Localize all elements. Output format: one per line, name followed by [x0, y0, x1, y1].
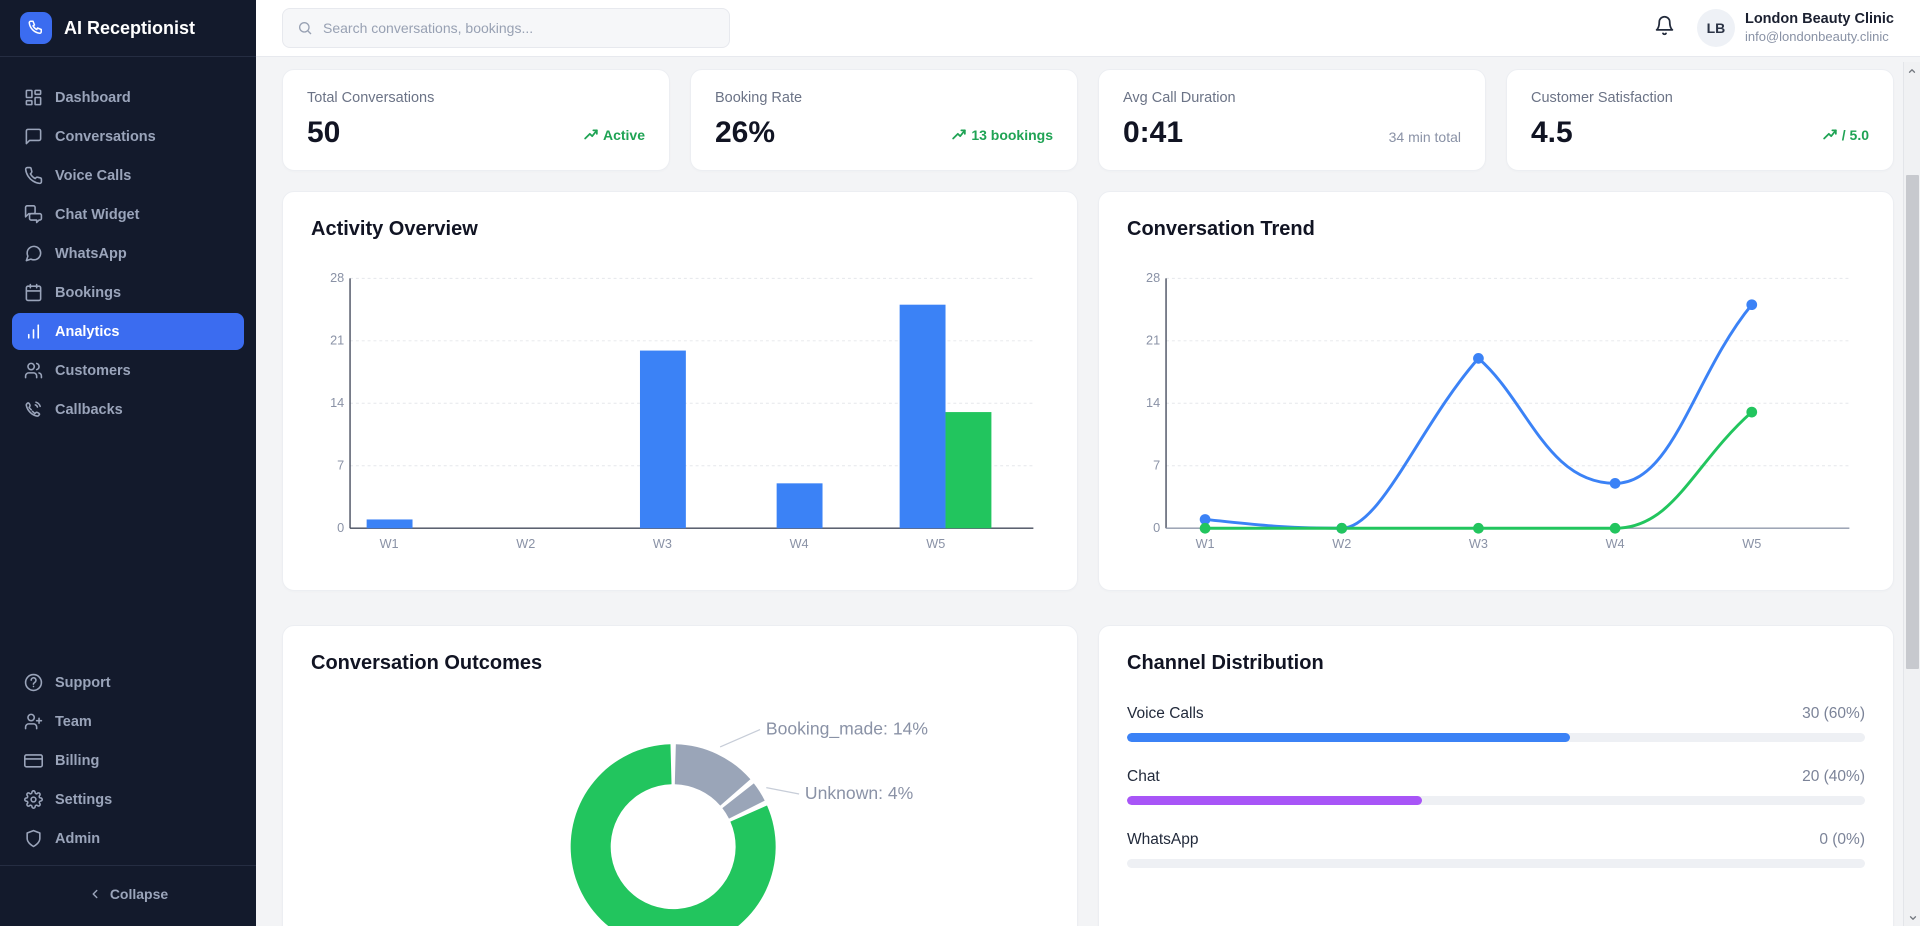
svg-text:W5: W5 [926, 537, 945, 551]
svg-text:0: 0 [337, 521, 344, 535]
svg-text:W4: W4 [1606, 537, 1625, 551]
svg-text:28: 28 [330, 271, 344, 285]
svg-text:7: 7 [1153, 459, 1160, 473]
svg-text:W3: W3 [653, 537, 672, 551]
svg-text:21: 21 [1146, 334, 1160, 348]
svg-text:Unknown: 4%: Unknown: 4% [805, 783, 913, 803]
svg-text:Booking_made: 14%: Booking_made: 14% [766, 718, 928, 739]
svg-text:W5: W5 [1742, 537, 1761, 551]
svg-text:W3: W3 [1469, 537, 1488, 551]
svg-text:7: 7 [337, 459, 344, 473]
svg-text:W1: W1 [1196, 537, 1215, 551]
svg-text:W1: W1 [380, 537, 399, 551]
svg-text:14: 14 [1146, 396, 1160, 410]
svg-text:21: 21 [330, 334, 344, 348]
svg-text:14: 14 [330, 396, 344, 410]
svg-text:28: 28 [1146, 271, 1160, 285]
svg-text:W4: W4 [790, 537, 809, 551]
svg-text:W2: W2 [516, 537, 535, 551]
svg-text:0: 0 [1153, 521, 1160, 535]
svg-text:W2: W2 [1332, 537, 1351, 551]
